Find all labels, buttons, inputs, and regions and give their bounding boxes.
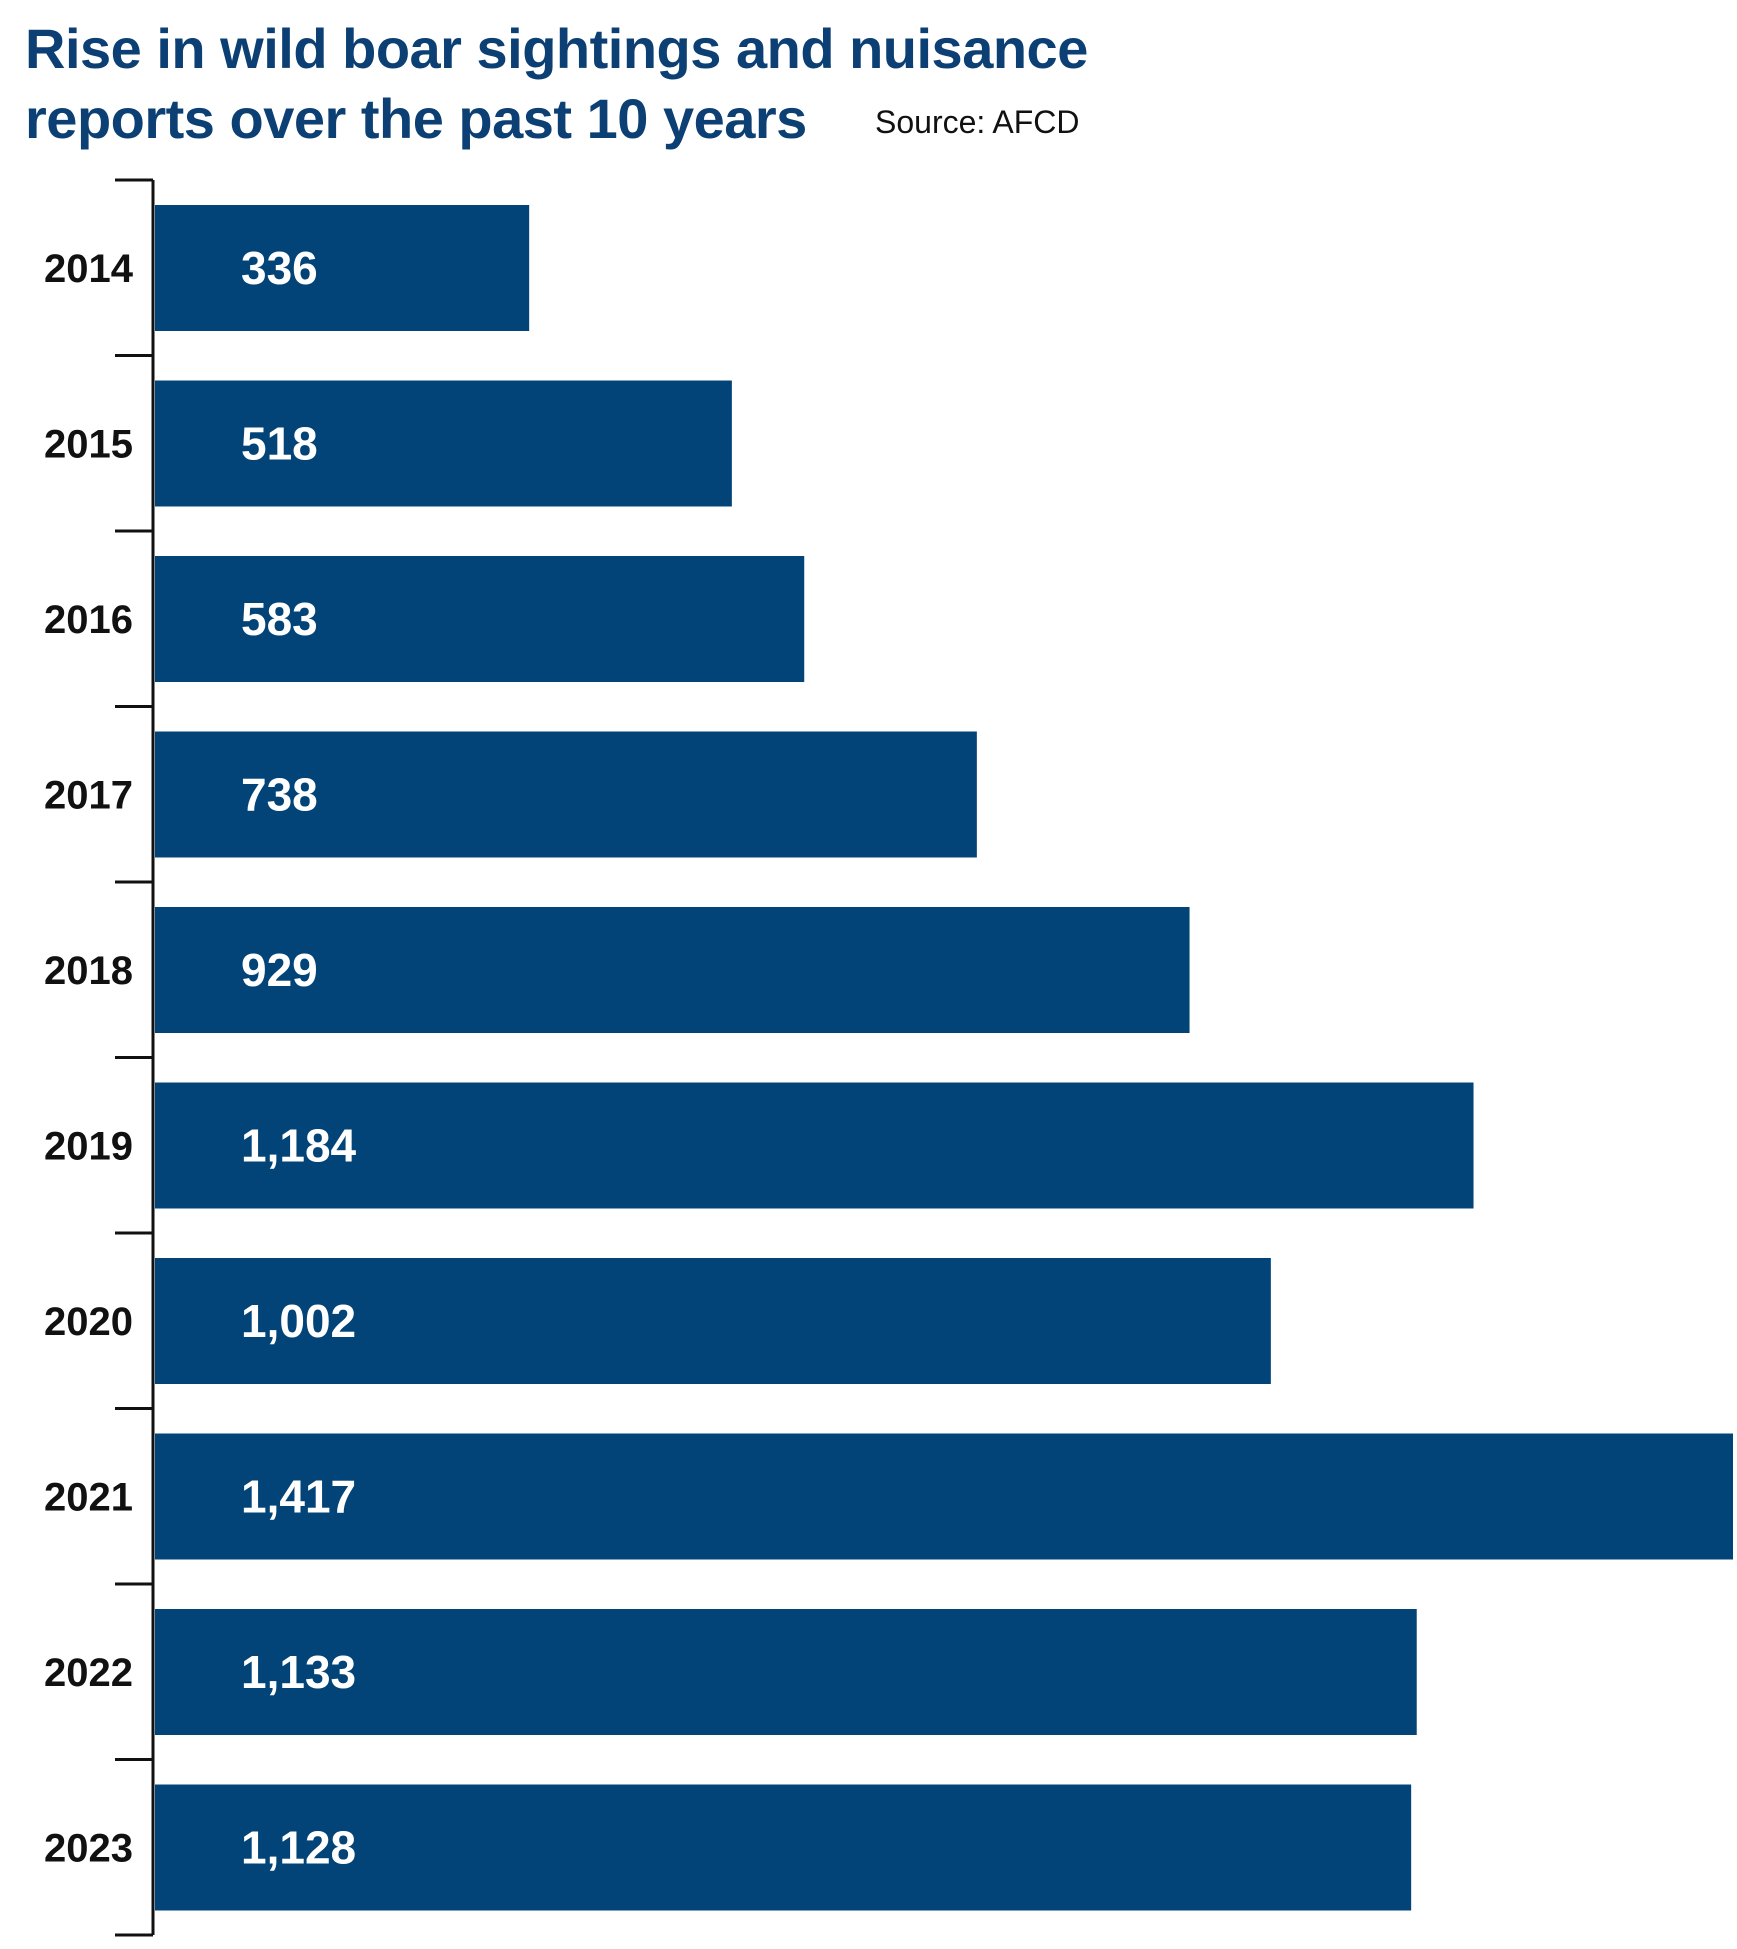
year-label-2016: 2016 [44, 598, 133, 642]
year-label-2018: 2018 [44, 949, 133, 993]
bar-2020 [155, 1258, 1271, 1384]
year-label-2017: 2017 [44, 774, 133, 818]
value-label-2020: 1,002 [241, 1295, 356, 1347]
year-label-2019: 2019 [44, 1125, 133, 1169]
bar-2023 [155, 1784, 1412, 1911]
year-label-2022: 2022 [44, 1651, 133, 1695]
value-label-2022: 1,133 [241, 1646, 356, 1698]
bar-2021 [155, 1433, 1733, 1560]
bar-2022 [155, 1609, 1417, 1735]
source-note: Source: AFCD [875, 104, 1080, 140]
bar-2018 [155, 907, 1190, 1033]
year-label-2021: 2021 [44, 1476, 133, 1520]
year-label-2015: 2015 [44, 423, 133, 467]
value-label-2014: 336 [241, 242, 318, 294]
value-label-2017: 738 [241, 769, 318, 821]
value-label-2021: 1,417 [241, 1471, 356, 1523]
value-label-2023: 1,128 [241, 1822, 356, 1874]
value-label-2016: 583 [241, 593, 318, 645]
year-label-2023: 2023 [44, 1827, 133, 1871]
bar-2015 [155, 380, 732, 507]
chart-title-line-1: Rise in wild boar sightings and nuisance [25, 17, 1088, 80]
bar-2014 [155, 205, 530, 331]
year-label-2020: 2020 [44, 1300, 133, 1344]
chart-title-line-2: reports over the past 10 years [25, 87, 807, 150]
bar-2017 [155, 731, 977, 858]
chart-title: Rise in wild boar sightings and nuisance… [25, 14, 1088, 154]
value-label-2019: 1,184 [241, 1120, 357, 1172]
year-label-2014: 2014 [44, 247, 134, 291]
bar-2019 [155, 1082, 1474, 1209]
value-label-2018: 929 [241, 944, 318, 996]
bar-2016 [155, 556, 805, 682]
value-label-2015: 518 [241, 418, 318, 470]
